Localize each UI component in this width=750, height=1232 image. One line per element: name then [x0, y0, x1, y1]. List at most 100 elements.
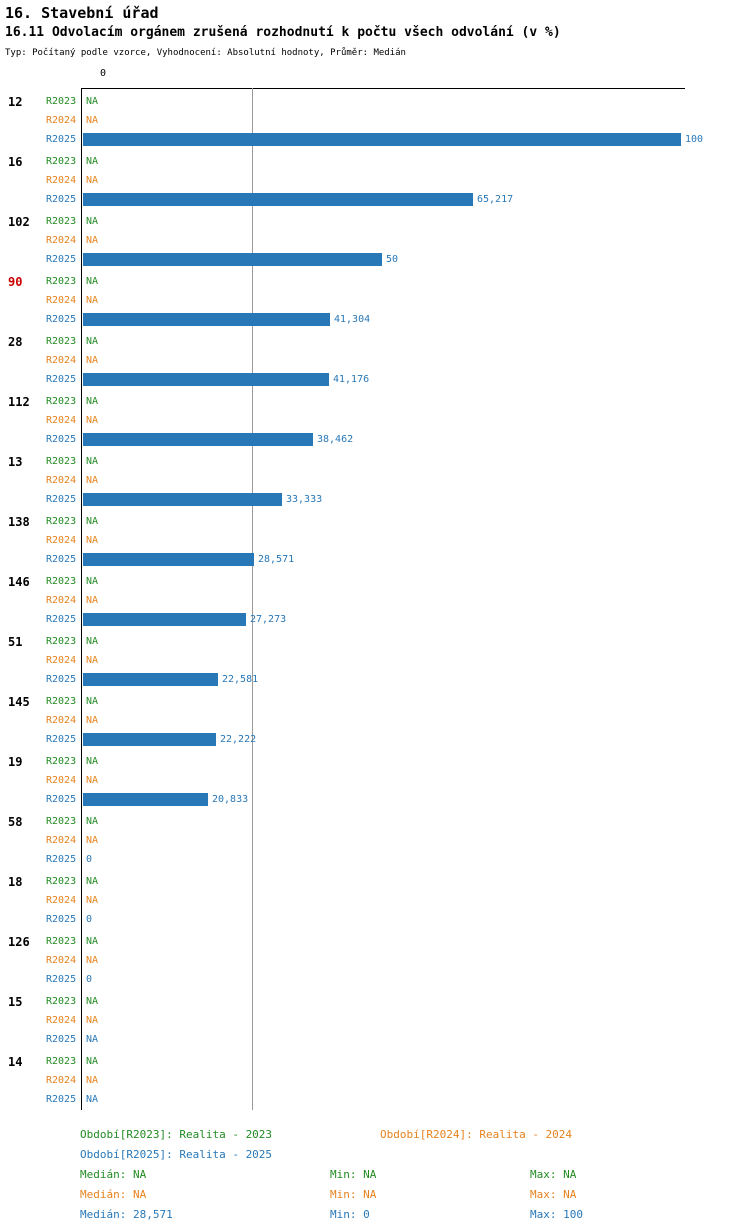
- bar-row: R2025 38,462: [0, 430, 750, 449]
- series-label: R2025: [46, 254, 77, 265]
- bar-group: 138 R2023 NA R2024 NA R2025 28,571: [0, 512, 750, 569]
- series-label: R2024: [46, 295, 77, 306]
- series-label: R2025: [46, 914, 77, 925]
- category-label: 18: [8, 875, 23, 889]
- bar-group: 58 R2023 NA R2024 NA R2025 0: [0, 812, 750, 869]
- bar-row: R2024 NA: [0, 231, 750, 250]
- bar-row: R2023 NA: [0, 992, 750, 1011]
- value-label: NA: [86, 996, 99, 1007]
- bar-row: R2024 NA: [0, 1071, 750, 1090]
- value-bar: [83, 313, 330, 326]
- value-label: NA: [86, 696, 99, 707]
- value-label: 0: [86, 854, 93, 865]
- bar-row: R2024 NA: [0, 531, 750, 550]
- bar-row: R2023 NA: [0, 512, 750, 531]
- bar-row: R2024 NA: [0, 351, 750, 370]
- category-label: 19: [8, 755, 23, 769]
- legend-period-r2023: Období[R2023]: Realita - 2023: [80, 1128, 273, 1141]
- bar-row: R2023 NA: [0, 572, 750, 591]
- value-label: NA: [86, 835, 99, 846]
- value-label: 33,333: [286, 494, 323, 505]
- bar-group: 13 R2023 NA R2024 NA R2025 33,333: [0, 452, 750, 509]
- category-label: 126: [8, 935, 30, 949]
- series-label: R2024: [46, 355, 77, 366]
- value-label: NA: [86, 636, 99, 647]
- bar-row: R2023 NA: [0, 452, 750, 471]
- series-label: R2024: [46, 475, 77, 486]
- value-label: 38,462: [317, 434, 354, 445]
- value-bar: [83, 493, 282, 506]
- bar-row: R2023 NA: [0, 632, 750, 651]
- legend-max-r2024: Max: NA: [530, 1188, 577, 1201]
- value-label: NA: [86, 415, 99, 426]
- value-label: NA: [86, 336, 99, 347]
- series-label: R2025: [46, 734, 77, 745]
- bar-row: R2025 41,304: [0, 310, 750, 329]
- value-bar: [83, 553, 254, 566]
- value-label: NA: [86, 715, 99, 726]
- bar-row: R2023 NA: [0, 152, 750, 171]
- category-label: 146: [8, 575, 30, 589]
- category-label: 112: [8, 395, 30, 409]
- bar-row: R2025 33,333: [0, 490, 750, 509]
- bar-row: R2023 NA: [0, 92, 750, 111]
- value-label: NA: [86, 96, 99, 107]
- legend-median-r2023: Medián: NA: [80, 1168, 147, 1181]
- bar-group: 90 R2023 NA R2024 NA R2025 41,304: [0, 272, 750, 329]
- value-bar: [83, 673, 218, 686]
- value-label: 28,571: [258, 554, 295, 565]
- category-label: 51: [8, 635, 23, 649]
- bar-row: R2023 NA: [0, 752, 750, 771]
- value-label: NA: [86, 516, 99, 527]
- chart-meta: Typ: Počítaný podle vzorce, Vyhodnocení:…: [5, 48, 406, 58]
- series-label: R2025: [46, 1034, 77, 1045]
- bar-row: R2024 NA: [0, 891, 750, 910]
- series-label: R2023: [46, 936, 77, 947]
- bar-row: R2025 100: [0, 130, 750, 149]
- bar-row: R2024 NA: [0, 771, 750, 790]
- value-label: NA: [86, 175, 99, 186]
- category-label: 90: [8, 275, 23, 289]
- series-label: R2023: [46, 816, 77, 827]
- legend-period-r2024: Období[R2024]: Realita - 2024: [380, 1128, 573, 1141]
- bar-row: R2025 22,581: [0, 670, 750, 689]
- axis-top-line: [81, 88, 685, 89]
- bar-row: R2025 22,222: [0, 730, 750, 749]
- bar-group: 51 R2023 NA R2024 NA R2025 22,581: [0, 632, 750, 689]
- bar-group: 18 R2023 NA R2024 NA R2025 0: [0, 872, 750, 929]
- value-bar: [83, 793, 208, 806]
- value-label: 0: [86, 974, 93, 985]
- value-label: 22,581: [222, 674, 259, 685]
- value-label: NA: [86, 276, 99, 287]
- page-title: 16. Stavební úřad: [5, 4, 159, 22]
- bar-row: R2025 0: [0, 850, 750, 869]
- series-label: R2023: [46, 756, 77, 767]
- series-label: R2023: [46, 516, 77, 527]
- bar-row: R2024 NA: [0, 411, 750, 430]
- value-bar: [83, 193, 473, 206]
- bar-row: R2024 NA: [0, 291, 750, 310]
- bar-row: R2023 NA: [0, 932, 750, 951]
- category-label: 28: [8, 335, 23, 349]
- series-label: R2023: [46, 456, 77, 467]
- bar-row: R2025 41,176: [0, 370, 750, 389]
- bar-row: R2023 NA: [0, 212, 750, 231]
- value-label: 50: [386, 254, 399, 265]
- bar-group: 126 R2023 NA R2024 NA R2025 0: [0, 932, 750, 989]
- value-label: NA: [86, 1034, 99, 1045]
- series-label: R2025: [46, 374, 77, 385]
- category-label: 14: [8, 1055, 23, 1069]
- series-label: R2025: [46, 854, 77, 865]
- bar-group: 102 R2023 NA R2024 NA R2025 50: [0, 212, 750, 269]
- series-label: R2023: [46, 1056, 77, 1067]
- bar-group: 15 R2023 NA R2024 NA R2025 NA: [0, 992, 750, 1049]
- value-label: NA: [86, 456, 99, 467]
- series-label: R2025: [46, 194, 77, 205]
- series-label: R2023: [46, 576, 77, 587]
- series-label: R2025: [46, 554, 77, 565]
- value-label: NA: [86, 595, 99, 606]
- bar-row: R2024 NA: [0, 111, 750, 130]
- series-label: R2023: [46, 996, 77, 1007]
- value-label: NA: [86, 655, 99, 666]
